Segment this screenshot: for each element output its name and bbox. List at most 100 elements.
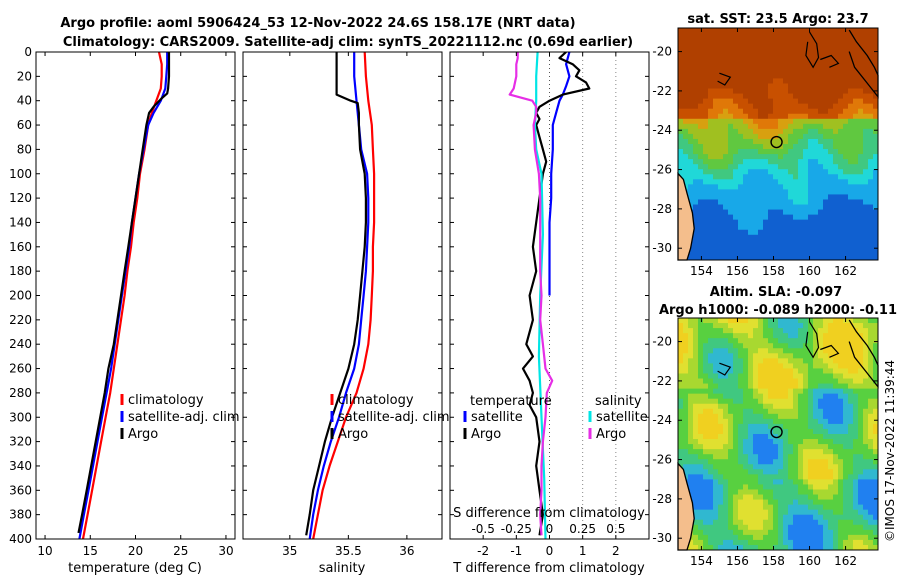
map-cell xyxy=(773,398,779,405)
map-cell xyxy=(828,348,834,354)
map-cell xyxy=(723,128,729,135)
map-cell xyxy=(693,353,699,359)
map-cell xyxy=(733,544,739,551)
map-cell xyxy=(853,504,859,511)
map-cell xyxy=(738,33,744,39)
map-cell xyxy=(783,73,789,79)
map-cell xyxy=(748,204,754,211)
map-cell xyxy=(838,413,844,420)
map-cell xyxy=(748,474,754,480)
map-cell xyxy=(708,244,714,251)
map-cell xyxy=(813,323,819,329)
map-cell xyxy=(803,63,809,69)
map-cell xyxy=(753,393,759,400)
map-cell xyxy=(853,529,859,536)
map-cell xyxy=(843,113,849,120)
map-cell xyxy=(853,544,859,551)
map-cell xyxy=(813,48,819,54)
map-cell xyxy=(808,499,814,506)
map-cell xyxy=(808,323,814,329)
map-cell xyxy=(848,408,854,415)
map-cell xyxy=(808,68,814,74)
map-cell xyxy=(733,509,739,516)
map-cell xyxy=(688,83,694,90)
map-cell xyxy=(683,454,689,460)
depth-tick-label: 260 xyxy=(9,362,32,376)
map-cell xyxy=(818,444,824,450)
map-cell xyxy=(803,459,809,465)
map-cell xyxy=(843,179,849,185)
map-cell xyxy=(743,333,749,339)
map-cell xyxy=(728,383,734,390)
map-cell xyxy=(833,73,839,79)
map-cell xyxy=(763,323,769,329)
map-cell xyxy=(803,234,809,241)
map-cell xyxy=(693,164,699,170)
map-cell xyxy=(768,128,774,135)
map-cell xyxy=(748,534,754,541)
map-cell xyxy=(728,48,734,54)
map-cell xyxy=(838,28,844,34)
map-cell xyxy=(733,184,739,190)
map-cell xyxy=(678,154,684,160)
map-cell xyxy=(698,58,704,64)
map-cell xyxy=(753,164,759,170)
map-cell xyxy=(768,464,774,470)
map-cell xyxy=(843,68,849,74)
map-cell xyxy=(868,323,874,329)
map-cell xyxy=(853,58,859,64)
map-cell xyxy=(838,149,844,155)
map-cell xyxy=(688,93,694,100)
map-cell xyxy=(833,408,839,415)
map-cell xyxy=(738,479,744,485)
map-cell xyxy=(778,244,784,251)
map-cell xyxy=(773,234,779,241)
map-cell xyxy=(768,368,774,374)
map-cell xyxy=(818,539,824,546)
map-cell xyxy=(743,249,749,256)
map-cell xyxy=(798,368,804,374)
map-cell xyxy=(863,174,869,180)
map-cell xyxy=(748,63,754,69)
map-cell xyxy=(873,63,879,69)
map-cell xyxy=(808,318,814,324)
map-cell xyxy=(838,393,844,400)
map-cell xyxy=(763,133,769,140)
map-cell xyxy=(853,494,859,501)
map-cell xyxy=(743,383,749,390)
map-cell xyxy=(873,164,879,170)
map-cell xyxy=(723,469,729,475)
map-cell xyxy=(793,33,799,39)
map-cell xyxy=(868,388,874,395)
map-cell xyxy=(798,38,804,44)
map-cell xyxy=(728,224,734,231)
map-cell xyxy=(778,459,784,465)
map-cell xyxy=(753,413,759,420)
map-cell xyxy=(768,413,774,420)
map-cell xyxy=(758,103,764,110)
map-cell xyxy=(688,58,694,64)
map-cell xyxy=(748,489,754,496)
map-cell xyxy=(803,318,809,324)
map-cell xyxy=(778,449,784,455)
map-cell xyxy=(728,373,734,380)
map-cell xyxy=(808,459,814,465)
map-cell xyxy=(698,499,704,506)
map-cell xyxy=(818,28,824,34)
map-cell xyxy=(703,83,709,90)
map-cell xyxy=(693,78,699,84)
map-cell xyxy=(858,174,864,180)
map-cell xyxy=(768,388,774,395)
map-cell xyxy=(703,194,709,200)
map-cell xyxy=(708,439,714,445)
map-cell xyxy=(768,224,774,231)
map-cell xyxy=(743,524,749,531)
map-cell xyxy=(688,484,694,490)
map-cell xyxy=(838,544,844,551)
map-cell xyxy=(833,224,839,231)
map-cell xyxy=(778,428,784,435)
map-cell xyxy=(693,449,699,455)
map-cell xyxy=(843,133,849,140)
map-cell xyxy=(848,194,854,200)
map-cell xyxy=(793,83,799,90)
